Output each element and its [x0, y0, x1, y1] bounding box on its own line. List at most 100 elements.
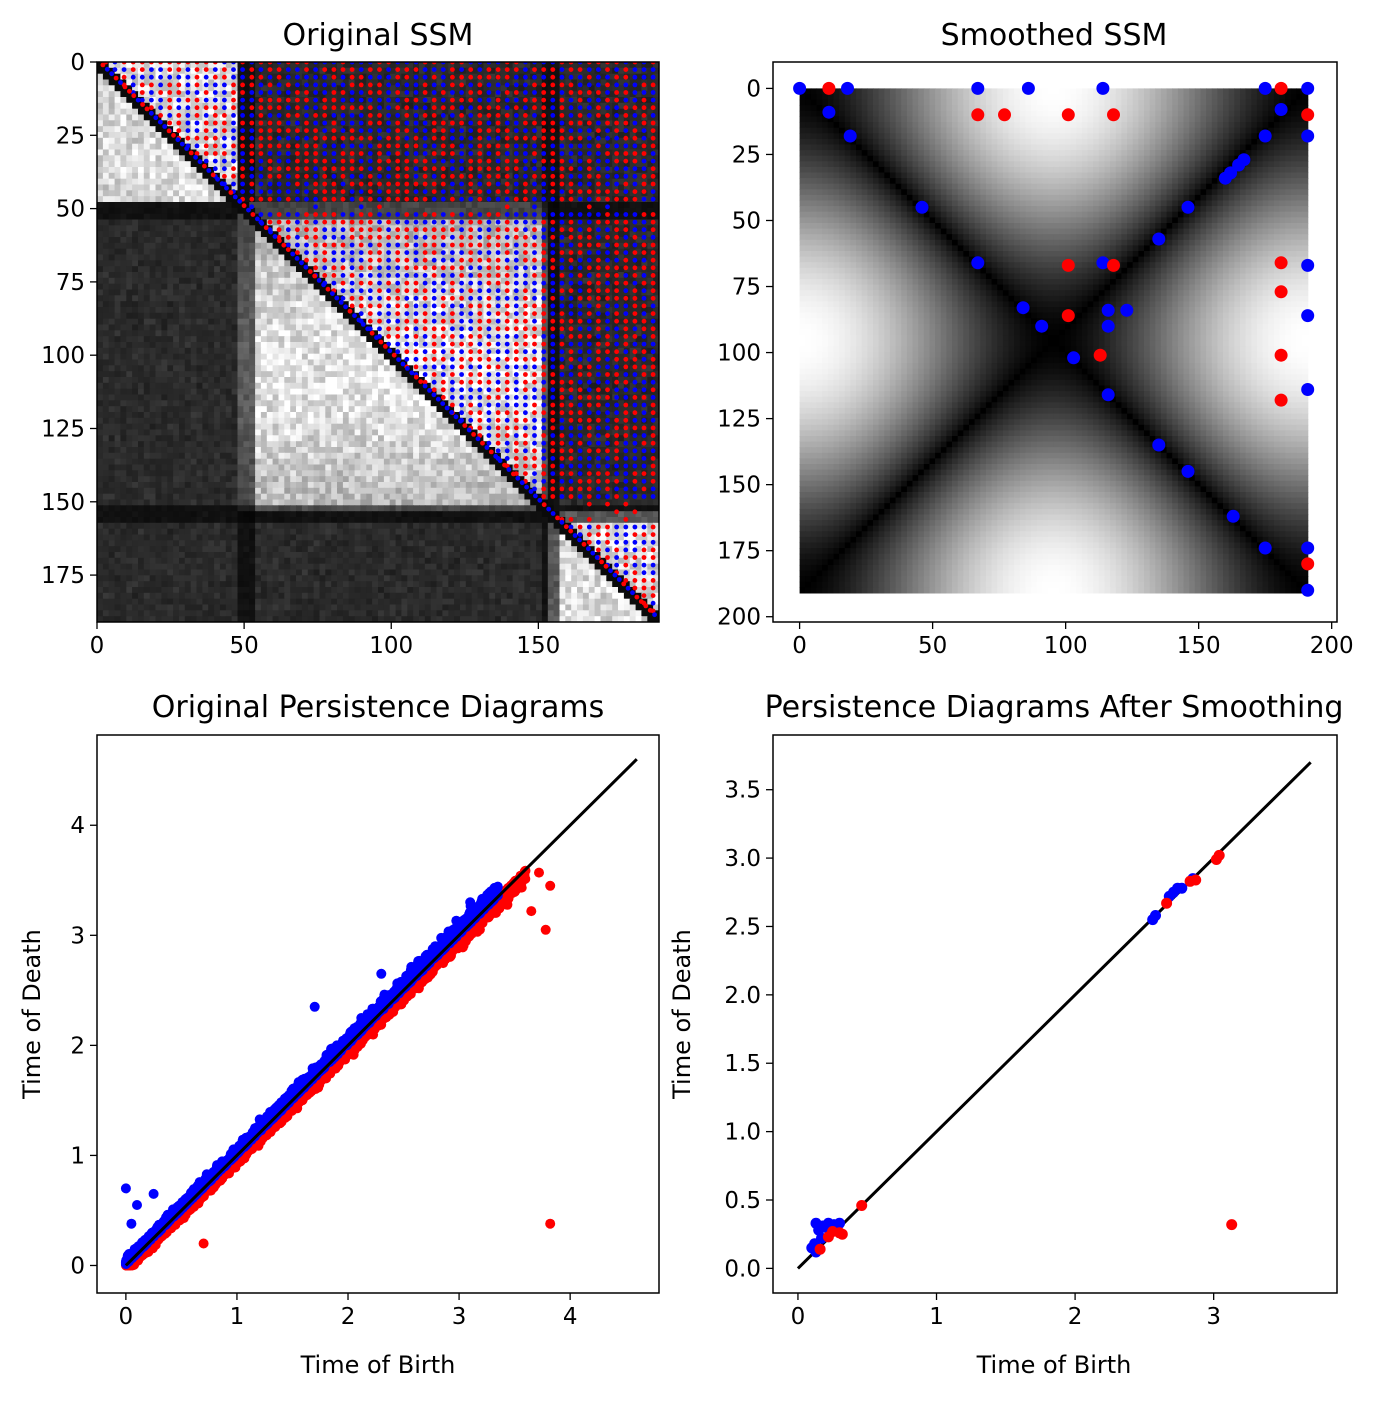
ssm-cell: [360, 277, 367, 285]
ssm-cell: [184, 324, 192, 331]
ssm-cell: [143, 155, 151, 162]
ssm-cell: [442, 149, 449, 156]
ssm-cell: [489, 149, 496, 156]
ssm-cell: [190, 225, 198, 232]
ssm-cell: [190, 277, 198, 285]
ssm-cell: [167, 149, 174, 156]
ssm-cell: [243, 266, 250, 273]
ssm-cell: [167, 62, 174, 69]
ssm-cell: [383, 132, 391, 139]
ssm-cell: [413, 202, 420, 209]
ssm-cell: [161, 73, 168, 81]
ssm-cell: [231, 132, 239, 139]
ssm-cell: [149, 260, 157, 267]
ssm-cell: [214, 342, 221, 349]
ssm-cell: [114, 79, 122, 86]
ssm-cell: [424, 202, 432, 209]
ssm-cell: [214, 289, 221, 296]
ssm-cell: [102, 155, 110, 162]
ssm-cell: [618, 184, 625, 191]
ssm-cell: [196, 283, 203, 291]
ssm-cell: [319, 108, 326, 116]
ssm-cell: [623, 260, 631, 267]
ssm-cell: [618, 347, 625, 355]
ssm-cell: [442, 137, 449, 145]
ssm-cell: [483, 184, 490, 191]
ssm-cell: [559, 114, 566, 121]
ssm-cell: [167, 114, 174, 121]
ssm-cell: [97, 126, 104, 133]
ssm-cell: [419, 225, 426, 232]
ssm-cell: [582, 359, 590, 366]
ssm-cell: [653, 132, 659, 139]
ssm-cell: [582, 91, 590, 98]
ssm-cell: [260, 161, 268, 168]
ssm-cell: [255, 73, 262, 81]
ssm-cell: [360, 184, 367, 191]
ssm-cell: [518, 79, 525, 86]
ssm-cell: [301, 318, 309, 326]
ssm-cell: [243, 248, 250, 256]
ssm-cell: [143, 114, 151, 121]
ssm-cell: [278, 172, 285, 180]
ssm-cell: [337, 336, 344, 343]
ssm-cell: [243, 242, 250, 250]
ssm-cell: [635, 161, 643, 168]
ssm-cell: [120, 318, 127, 326]
ssm-cell: [97, 79, 104, 86]
ssm-cell: [114, 330, 122, 337]
ssm-cell: [301, 312, 309, 320]
ssm-cell: [571, 231, 578, 238]
ssm-cell: [629, 237, 637, 244]
ssm-cell: [623, 132, 631, 139]
ssm-cell: [260, 248, 268, 256]
ssm-cell: [389, 155, 397, 162]
ssm-cell: [243, 108, 250, 116]
ssm-cell: [243, 155, 250, 162]
ssm-cell: [436, 231, 443, 238]
ssm-cell: [524, 85, 531, 92]
ssm-cell: [618, 318, 625, 326]
ssm-cell: [372, 266, 379, 273]
ssm-cell: [102, 91, 110, 98]
ssm-cell: [594, 137, 602, 145]
ssm-cell: [653, 190, 659, 197]
ssm-cell: [208, 207, 215, 215]
ssm-cell: [237, 324, 244, 331]
ssm-cell: [571, 277, 578, 285]
ssm-cell: [149, 289, 157, 296]
ssm-cell: [266, 272, 274, 279]
ssm-cell: [231, 207, 239, 215]
ssm-cell: [331, 283, 338, 291]
ssm-cell: [419, 207, 426, 215]
ssm-cell: [454, 283, 461, 291]
ssm-cell: [161, 242, 168, 250]
ssm-cell: [179, 353, 186, 361]
ssm-cell: [442, 67, 449, 75]
ssm-cell: [179, 324, 186, 331]
ssm-cell: [366, 202, 373, 209]
ssm-cell: [284, 108, 291, 116]
ssm-cell: [138, 342, 145, 349]
ssm-cell: [161, 295, 168, 302]
ssm-cell: [623, 161, 631, 168]
ssm-cell: [582, 114, 590, 121]
ssm-cell: [255, 307, 262, 314]
ssm-cell: [126, 324, 133, 331]
ssm-cell: [284, 213, 291, 221]
ssm-cell: [606, 307, 613, 314]
ssm-cell: [161, 108, 168, 116]
ssm-cell: [483, 132, 490, 139]
ssm-cell: [419, 231, 426, 238]
ssm-cell: [518, 172, 525, 180]
ssm-cell: [272, 178, 280, 186]
ssm-cell: [102, 307, 110, 314]
ssm-cell: [196, 137, 203, 145]
ssm-cell: [383, 114, 391, 121]
ssm-cell: [635, 272, 643, 279]
ssm-cell: [132, 272, 139, 279]
ssm-cell: [653, 336, 659, 343]
ssm-cell: [179, 73, 186, 81]
ssm-cell: [401, 336, 408, 343]
ssm-cell: [471, 260, 479, 267]
